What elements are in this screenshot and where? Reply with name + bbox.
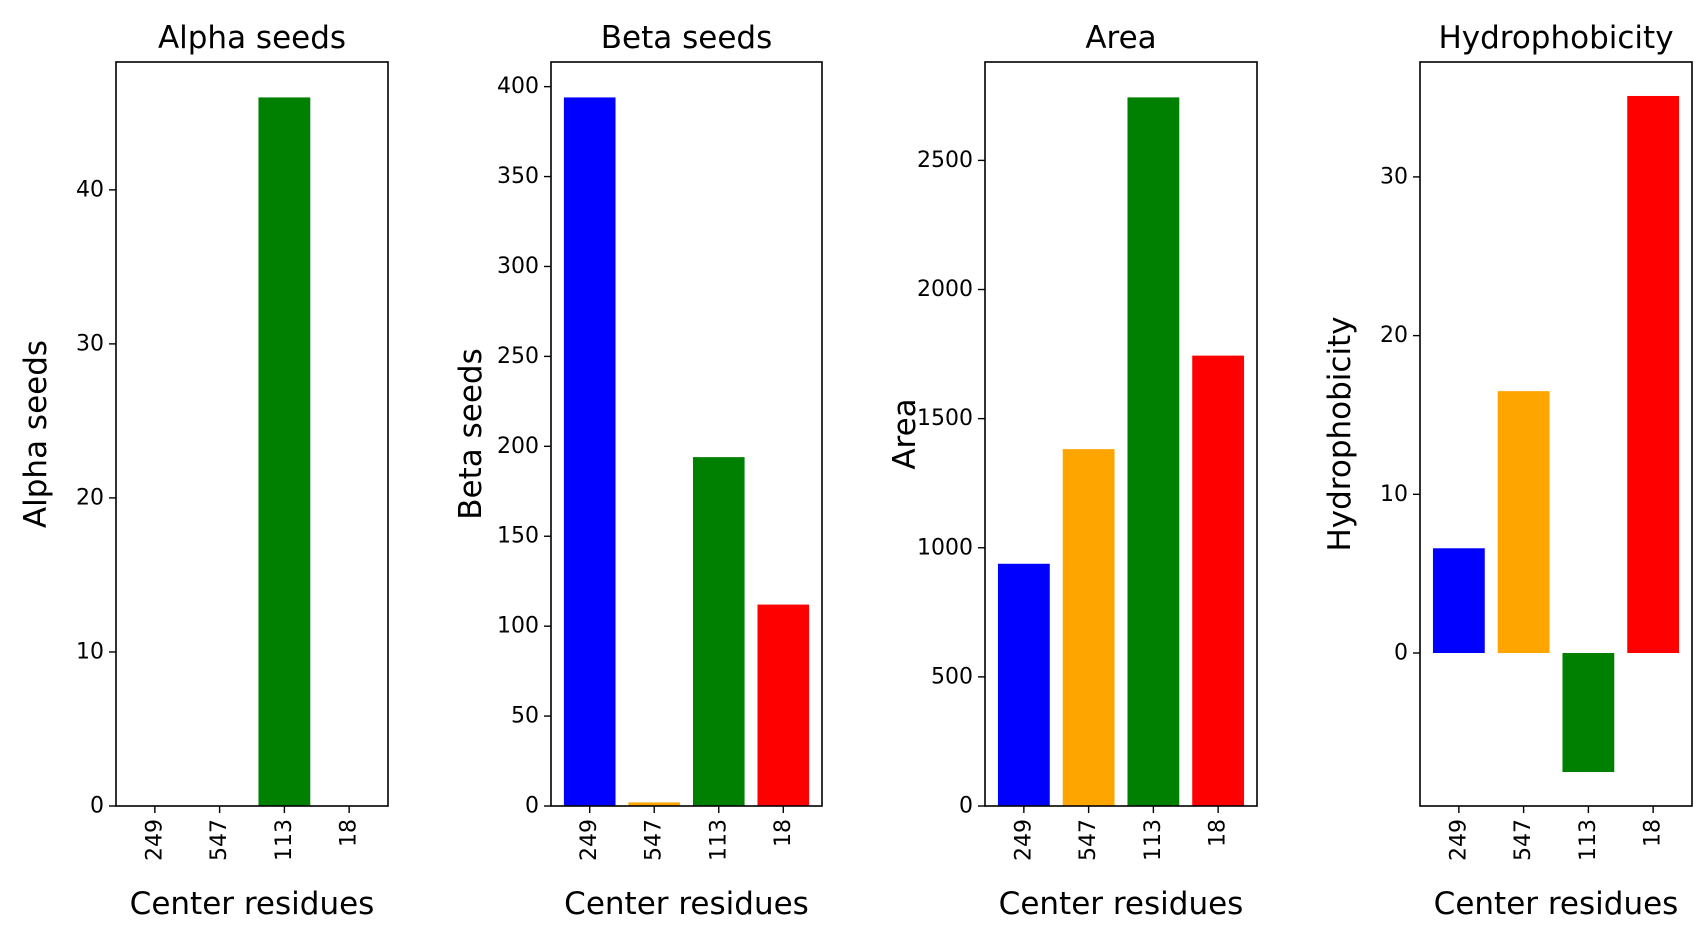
x-tick-label: 113 [706,819,731,861]
y-axis-label: Beta seeds [453,348,489,519]
x-tick-label: 18 [1641,819,1666,847]
bar-547 [628,802,681,806]
bar-113 [258,97,311,806]
bar-249 [1432,548,1485,654]
bar-547 [1497,391,1550,654]
y-tick-label: 0 [1394,641,1408,666]
y-tick-label: 20 [76,485,104,510]
y-tick-label: 400 [497,74,539,99]
bar-547 [1062,449,1115,806]
chart-title: Alpha seeds [158,20,346,56]
bar-113 [1127,97,1180,806]
x-tick-label: 249 [1446,819,1471,861]
y-tick-label: 0 [90,794,104,819]
x-axis-label: Center residues [130,886,375,922]
chart-title: Beta seeds [601,20,772,56]
y-tick-label: 200 [497,434,539,459]
chart-panel-4: 0 10 20 30 249 547 113 18 Hydrophobicity Center r… [1322,20,1693,922]
y-tick-label: 2000 [917,277,973,302]
y-tick-label: 30 [76,331,104,356]
y-tick-label: 300 [497,254,539,279]
bar-18 [1627,95,1680,654]
chart-panel-3: 0 500 1000 1500 2000 2500 249 547 113 18 Area Cente… [887,20,1258,922]
y-tick-label: 250 [497,344,539,369]
y-tick-label: 0 [959,794,973,819]
y-axis-label: Alpha seeds [18,340,54,528]
x-tick-label: 547 [207,819,232,861]
x-axis-label: Center residues [564,886,809,922]
y-tick-label: 350 [497,164,539,189]
bar-113 [1562,653,1615,773]
bar-249 [563,97,616,806]
y-tick-label: 500 [931,664,973,689]
y-tick-label: 50 [511,704,539,729]
y-axis-label: Hydrophobicity [1322,316,1358,551]
chart-panel-2: 0 50 100 150 200 250 300 350 400 249 547 113 18 Beta … [453,20,823,922]
x-tick-label: 547 [642,819,667,861]
y-tick-label: 1500 [917,406,973,431]
y-tick-label: 100 [497,614,539,639]
axes-frame [1419,61,1693,807]
x-tick-label: 249 [577,819,602,861]
y-tick-label: 30 [1380,164,1408,189]
x-tick-label: 18 [1206,819,1231,847]
y-tick-label: 40 [76,177,104,202]
x-tick-label: 18 [771,819,796,847]
x-axis-label: Center residues [999,886,1244,922]
bar-18 [757,604,810,806]
y-tick-label: 0 [525,794,539,819]
x-tick-label: 249 [142,819,167,861]
y-tick-label: 10 [1380,482,1408,507]
chart-title: Hydrophobicity [1438,20,1673,56]
y-tick-label: 20 [1380,323,1408,348]
y-tick-label: 150 [497,524,539,549]
chart-panel-1: 0 10 20 30 40 249 547 113 18 Alpha seeds Center re… [18,20,389,922]
axes-frame [550,61,823,807]
x-tick-label: 547 [1511,819,1536,861]
x-tick-label: 113 [272,819,297,861]
axes-frame [115,61,389,807]
y-tick-label: 2500 [917,148,973,173]
x-tick-label: 18 [337,819,362,847]
axes-frame [984,61,1258,807]
x-tick-label: 113 [1576,819,1601,861]
bar-113 [692,457,745,806]
bar-249 [997,563,1050,806]
x-tick-label: 113 [1141,819,1166,861]
y-tick-label: 10 [76,639,104,664]
bar-18 [1192,355,1245,806]
x-tick-label: 249 [1011,819,1036,861]
chart-title: Area [1085,20,1156,56]
y-tick-label: 1000 [917,535,973,560]
x-tick-label: 547 [1076,819,1101,861]
x-axis-label: Center residues [1434,886,1679,922]
y-axis-label: Area [887,398,923,469]
